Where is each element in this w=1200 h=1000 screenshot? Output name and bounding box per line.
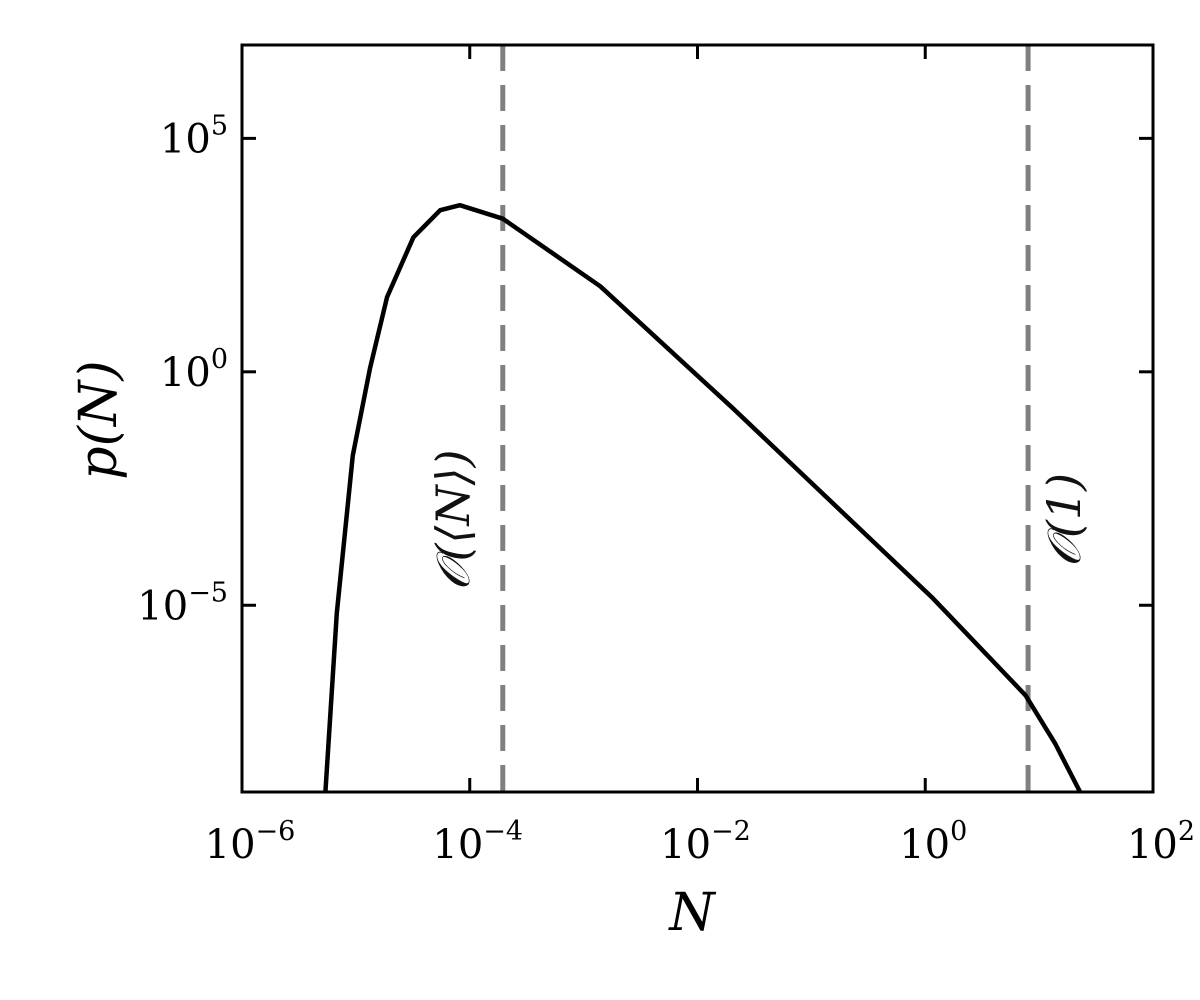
- x-tick-label: 10−6: [205, 816, 296, 868]
- x-tick-label: 10−4: [432, 816, 523, 868]
- annotation-order-one: 𝒪(1): [1037, 473, 1091, 567]
- series-layer: [323, 202, 1083, 794]
- series-line-0: [323, 202, 1083, 794]
- tick-labels: 10−6 10−4 10−2 100 102 10−5 100 105: [137, 110, 1195, 868]
- annotation-mean-n: 𝒪(⟨N⟩): [426, 449, 480, 590]
- y-axis-label: p(N): [69, 360, 129, 479]
- y-tick-label: 10−5: [137, 577, 228, 629]
- y-tick-label: 105: [160, 110, 228, 162]
- reference-lines: [500, 45, 1031, 792]
- x-tick-label: 10−2: [660, 816, 751, 868]
- x-axis-label: N: [667, 883, 716, 943]
- plot-frame: [240, 43, 1155, 794]
- x-tick-label: 100: [899, 816, 967, 868]
- ticks: [240, 45, 1155, 792]
- x-tick-label: 102: [1127, 816, 1195, 868]
- y-tick-label: 100: [160, 344, 228, 396]
